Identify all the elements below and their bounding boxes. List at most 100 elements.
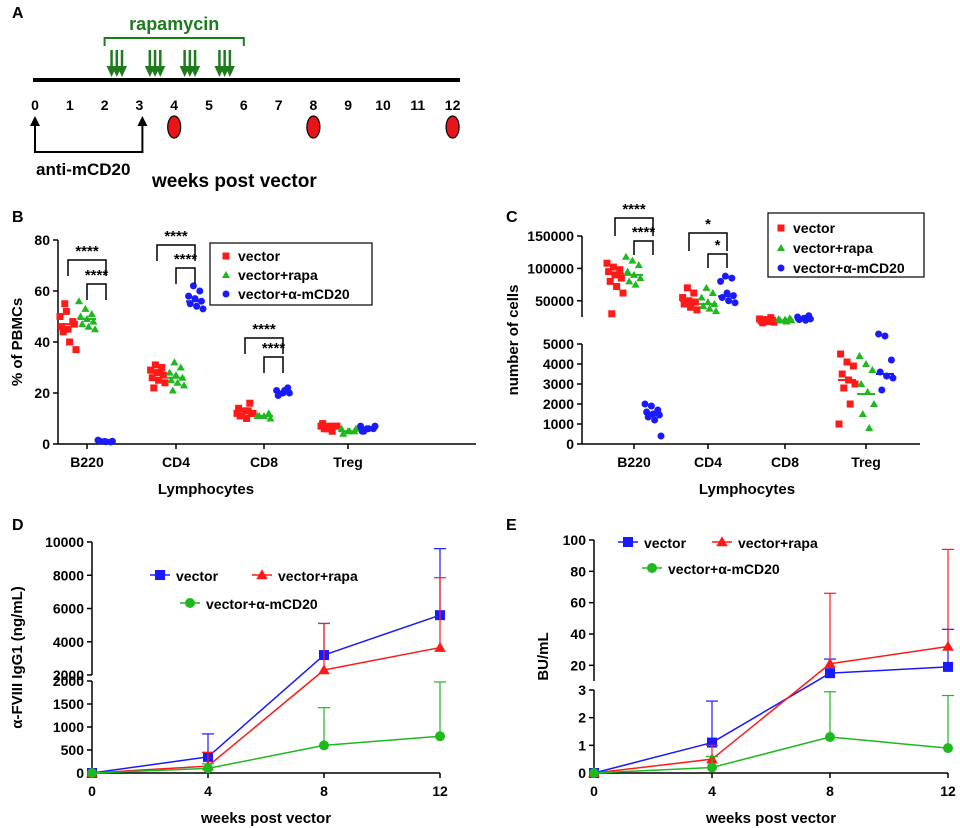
data-point [84,322,93,330]
data-point [155,376,163,384]
legend-marker [647,563,657,573]
panel-d-label: D [12,517,24,534]
x-tick-label: CD4 [162,454,190,470]
data-point [78,320,87,328]
series-line-segment [207,654,325,758]
data-point [699,301,708,309]
x-tick-label: 0 [590,783,598,799]
data-point [616,266,624,274]
series-line-segment [323,735,441,747]
y-tick-label: 10000 [45,534,84,550]
data-point [623,267,632,275]
data-point [173,378,182,386]
significance-label: **** [75,243,99,260]
data-point [889,374,897,382]
data-point [435,731,445,742]
data-point [264,409,273,417]
y-tick-label: 0 [42,436,50,452]
data-point [243,415,251,422]
data-point [608,310,616,318]
data-point [723,289,731,297]
data-point [851,380,859,388]
panel-a-timeline: A 0 1 2 3 4 5 6 7 8 9 10 11 12rapamycinanti-mCD20wee… [12,5,461,192]
week-tick-label: 0 [31,97,39,113]
data-point [196,287,204,295]
data-point [702,283,711,291]
data-point [165,368,174,376]
significance-label: **** [85,267,109,284]
data-point [59,328,67,336]
rapamycin-label: rapamycin [129,14,219,34]
y-tick-label: 150000 [527,228,574,244]
data-point [861,360,871,367]
data-point [625,277,634,285]
data-point [825,668,835,679]
data-point [246,399,254,407]
data-point [858,410,867,417]
week-tick-label: 4 [170,97,178,113]
data-point [857,380,866,387]
data-point [631,280,640,288]
data-point [644,413,652,421]
data-point [869,400,879,407]
data-point [690,289,698,297]
week-tick-label: 2 [101,97,109,113]
x-tick-label: 4 [708,783,716,799]
legend-marker [716,536,728,547]
x-tick-label: B220 [617,454,651,470]
series-line-segment [829,666,949,674]
legend-marker [221,271,231,278]
data-point [717,277,725,285]
legend-label: vector+α-mCD20 [206,596,318,612]
data-point [705,304,714,312]
data-point [865,424,874,431]
rapamycin-dose-arrowhead [224,66,235,77]
x-axis-label: Lymphocytes [158,481,254,498]
series-line-segment [711,736,831,769]
x-axis-label: Lymphocytes [699,481,795,498]
data-point [759,319,767,327]
legend-label: vector+α-mCD20 [668,561,780,577]
significance-bracket [86,283,107,300]
data-point [147,366,155,374]
y-tick-label: 0 [578,765,586,781]
y-tick-label: 4000 [53,634,84,650]
panel-c-chart: C 50000 100000 150000 0 1000 2000 3000 4000 5000… [505,201,925,498]
significance-label: * [705,216,711,233]
data-point [731,299,739,307]
significance-bracket [156,244,196,261]
data-point [150,384,158,392]
panel-b-label: B [12,209,24,226]
week-tick-label: 5 [205,97,213,113]
data-point [87,768,97,778]
data-point [62,307,70,315]
data-point [158,364,166,371]
anti-mcd20-label: anti-mCD20 [36,160,130,179]
data-point [943,661,953,672]
data-point [942,640,954,651]
data-point [837,350,845,358]
data-point [76,312,85,320]
data-point [81,304,90,312]
x-tick-label: CD4 [694,454,722,470]
data-point [711,307,721,315]
data-point [176,363,185,371]
y-tick-label: 3 [578,682,586,698]
legend-label: vector+rapa [278,568,358,584]
data-point [875,330,883,338]
y-tick-label: 100000 [527,260,574,276]
data-point [179,381,189,389]
y-tick-label: 0 [76,765,84,781]
data-point [708,289,717,297]
data-point [319,740,329,751]
data-point [323,425,331,433]
sampling-point-oval [167,115,182,139]
significance-bracket [263,356,284,373]
y-tick-label: 2 [578,710,586,726]
panel-a-label: A [12,5,24,22]
data-point [605,268,613,276]
legend-label: vector+rapa [738,535,818,551]
x-tick-label: CD8 [250,454,278,470]
significance-label: **** [164,228,188,245]
data-point [274,392,282,400]
